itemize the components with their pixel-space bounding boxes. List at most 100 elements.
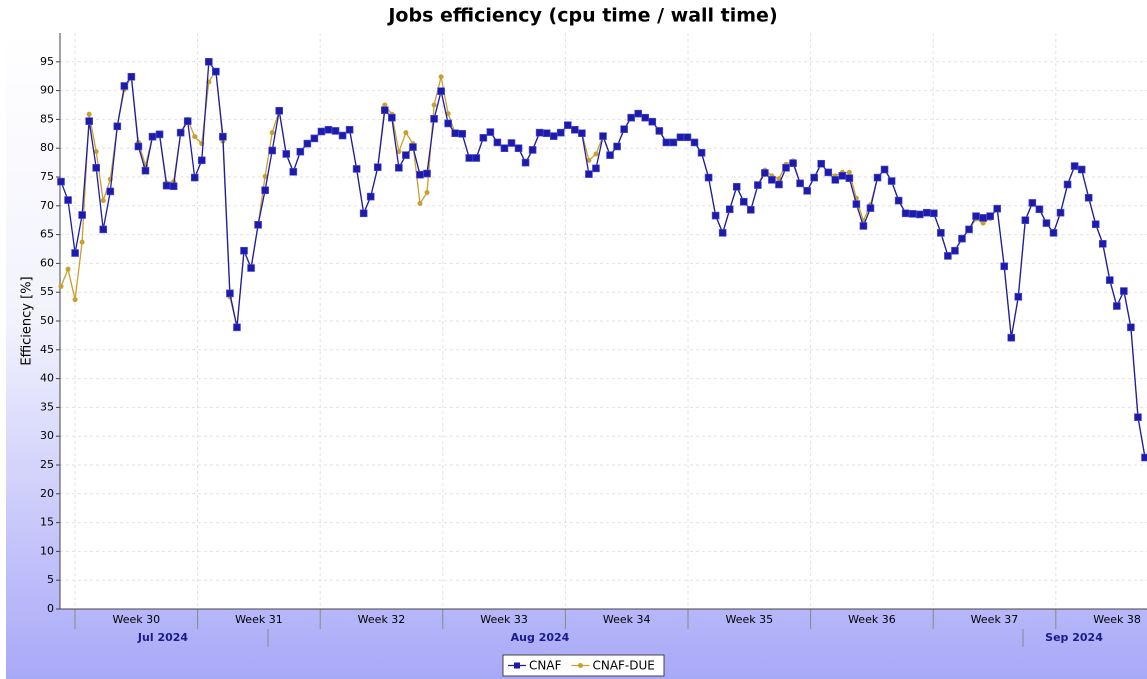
marker <box>1042 219 1051 227</box>
marker <box>395 163 403 172</box>
marker <box>303 139 312 148</box>
marker <box>345 125 354 134</box>
marker <box>1070 162 1079 170</box>
week-label: Week 33 <box>480 613 528 626</box>
marker <box>472 154 481 162</box>
y-tick-label: 10 <box>40 544 54 557</box>
marker <box>212 67 220 76</box>
marker <box>190 173 199 182</box>
y-tick-label: 35 <box>40 400 54 413</box>
marker <box>275 106 284 115</box>
marker <box>106 187 115 196</box>
marker <box>58 283 64 289</box>
y-tick-label: 30 <box>40 429 54 442</box>
marker <box>789 159 797 167</box>
marker <box>838 172 847 180</box>
month-label: Jul 2024 <box>137 631 188 644</box>
marker <box>979 214 987 222</box>
marker <box>930 209 938 218</box>
marker <box>233 323 241 332</box>
marker <box>282 150 291 158</box>
marker <box>846 169 852 175</box>
marker <box>219 132 227 141</box>
marker <box>866 204 875 212</box>
marker <box>803 187 811 195</box>
marker <box>507 139 516 147</box>
marker <box>99 225 108 234</box>
marker <box>409 143 417 151</box>
marker <box>944 252 952 260</box>
marker <box>1127 323 1135 332</box>
marker <box>240 246 248 255</box>
marker <box>613 142 621 151</box>
marker <box>542 129 551 138</box>
marker <box>1098 240 1107 248</box>
marker <box>1134 413 1142 421</box>
marker <box>662 138 671 147</box>
marker <box>338 131 347 140</box>
marker <box>725 205 734 214</box>
marker <box>380 106 389 114</box>
marker <box>331 127 340 135</box>
marker <box>458 130 467 138</box>
marker <box>915 210 924 219</box>
marker <box>261 186 269 195</box>
marker <box>424 190 430 196</box>
marker <box>444 119 452 128</box>
y-tick-label: 15 <box>40 516 54 529</box>
week-label: Week 34 <box>603 613 651 626</box>
y-tick-label: 20 <box>40 487 54 500</box>
marker <box>521 158 530 167</box>
marker <box>810 173 818 182</box>
marker <box>697 149 706 157</box>
marker <box>486 128 495 136</box>
marker <box>592 164 600 173</box>
y-tick-label: 65 <box>40 228 54 241</box>
marker <box>382 102 388 108</box>
marker <box>317 127 326 136</box>
marker <box>1000 262 1009 271</box>
y-tick-label: 75 <box>40 170 54 183</box>
marker <box>1056 208 1065 217</box>
week-label: Week 30 <box>112 613 160 626</box>
marker <box>423 169 431 178</box>
marker <box>824 168 833 177</box>
marker <box>690 138 699 147</box>
marker <box>65 266 71 272</box>
y-tick-label: 60 <box>40 256 54 269</box>
marker <box>894 196 903 205</box>
marker <box>402 151 410 159</box>
marker <box>71 249 79 257</box>
marker <box>226 289 234 298</box>
marker <box>859 222 868 230</box>
marker <box>93 149 99 155</box>
marker <box>831 176 840 184</box>
week-label: Week 37 <box>971 613 1019 626</box>
marker <box>1141 453 1147 462</box>
legend-label: CNAF-DUE <box>592 659 654 673</box>
marker <box>901 209 910 218</box>
marker <box>113 122 122 131</box>
marker <box>72 297 78 303</box>
marker <box>586 157 592 163</box>
marker <box>78 211 86 219</box>
marker <box>718 229 727 237</box>
marker <box>359 209 368 218</box>
marker <box>683 133 692 142</box>
marker <box>1077 165 1086 174</box>
marker <box>148 132 157 141</box>
marker <box>155 130 164 139</box>
marker <box>479 134 488 142</box>
marker <box>352 165 361 173</box>
marker <box>268 146 276 155</box>
month-label: Aug 2024 <box>511 631 570 644</box>
marker <box>192 134 198 140</box>
marker <box>578 129 586 138</box>
marker <box>1113 302 1121 310</box>
marker <box>493 138 502 147</box>
marker <box>922 208 931 217</box>
legend: CNAF CNAF-DUE <box>502 654 665 677</box>
marker <box>704 173 713 182</box>
marker <box>289 168 298 176</box>
marker <box>593 151 599 157</box>
